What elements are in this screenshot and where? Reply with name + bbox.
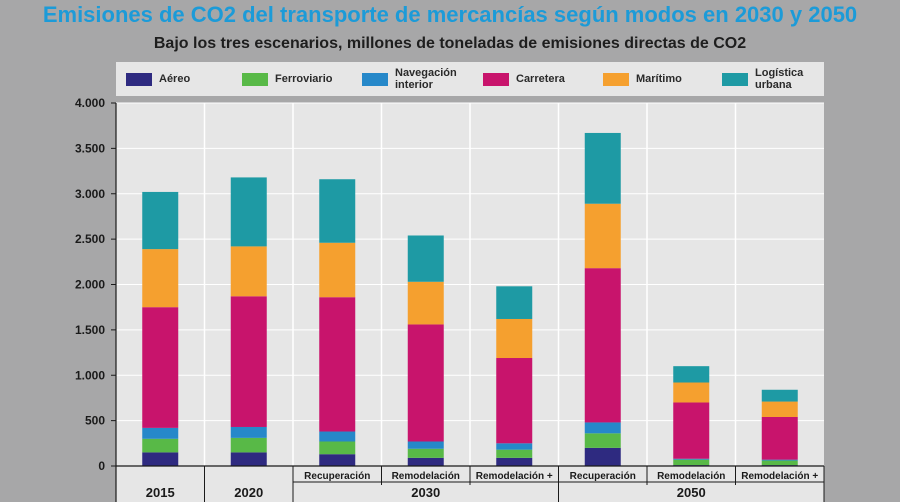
- legend-label: Logística urbana: [755, 67, 804, 91]
- chart-title: Emisiones de CO2 del transporte de merca…: [42, 2, 858, 27]
- y-tick-label: 4.000: [75, 96, 105, 110]
- legend-item-ferroviario: Ferroviario: [242, 62, 332, 96]
- y-tick-label: 3.500: [75, 141, 105, 155]
- bar-segment: [230, 296, 267, 427]
- legend-item-logistica: Logística urbana: [722, 62, 811, 96]
- bar-segment: [761, 416, 798, 460]
- legend-swatch-carretera: [483, 72, 509, 86]
- bar-segment: [142, 427, 179, 439]
- y-tick-label: 1.500: [75, 323, 105, 337]
- bar-segment: [142, 438, 179, 453]
- bar-segment: [584, 433, 621, 448]
- bar-segment: [761, 460, 798, 466]
- bar-segment: [319, 431, 356, 442]
- x-tick-label: Recuperación: [570, 471, 636, 482]
- y-axis: 0 500 1.000 1.500 2.000 2.500 3.000 3.500 4.000: [75, 96, 117, 502]
- bar-segment: [761, 389, 798, 402]
- bar-segment: [230, 246, 267, 297]
- x-axis: 2015 2020 Recuperación Remodelación Remodela…: [116, 465, 825, 502]
- bar-segment: [142, 452, 179, 466]
- x-tick-label: 2020: [234, 485, 263, 500]
- bar-segment: [319, 179, 356, 243]
- bar-segment: [319, 242, 356, 298]
- bar-segment: [230, 426, 267, 438]
- bar-segment: [496, 318, 533, 359]
- legend-item-aereo: Aéreo: [126, 62, 190, 96]
- legend-label: Marítimo: [636, 73, 682, 85]
- bar-segment: [496, 358, 533, 444]
- y-tick-label: 2.000: [75, 278, 105, 292]
- y-tick-label: 2.500: [75, 232, 105, 246]
- bar-segment: [673, 458, 710, 460]
- y-tick-label: 0: [98, 459, 105, 473]
- legend-label: Aéreo: [159, 73, 191, 85]
- x-tick-label: Remodelación: [392, 471, 460, 482]
- bar-segment: [761, 401, 798, 417]
- chart-subtitle: Bajo los tres escenarios, millones de to…: [153, 35, 747, 52]
- bar-segment: [673, 366, 710, 383]
- bar-segment: [142, 307, 179, 428]
- bar-segment: [673, 459, 710, 466]
- legend-label: Navegación interior: [395, 67, 457, 91]
- bar-segment: [584, 132, 621, 204]
- legend-label: Carretera: [516, 73, 565, 85]
- bars: [142, 132, 798, 466]
- bar-segment: [496, 449, 533, 458]
- legend-swatch-navegacion: [362, 72, 388, 86]
- bar-segment: [407, 441, 444, 449]
- y-tick-label: 1.000: [75, 368, 105, 382]
- x-tick-label: 2015: [146, 485, 175, 500]
- bar-segment: [319, 297, 356, 432]
- bar-segment: [584, 203, 621, 269]
- bar-segment: [673, 382, 710, 403]
- bar-segment: [407, 281, 444, 325]
- gridlines: [116, 102, 824, 466]
- y-tick-label: 500: [85, 414, 105, 428]
- bar-segment: [496, 286, 533, 319]
- bar-segment: [407, 235, 444, 282]
- bar-segment: [496, 443, 533, 450]
- bar-segment: [584, 422, 621, 434]
- x-tick-label: Remodelación +: [741, 471, 818, 482]
- bar-segment: [142, 249, 179, 308]
- legend-label: Ferroviario: [275, 73, 333, 85]
- legend: Aéreo Ferroviario Navegación interior Ca…: [116, 62, 824, 96]
- bar-segment: [319, 454, 356, 466]
- bar-segment: [230, 177, 267, 247]
- y-tick-label: 3.000: [75, 187, 105, 201]
- legend-swatch-logistica: [722, 72, 748, 86]
- bar-segment: [584, 447, 621, 466]
- bar-segment: [761, 459, 798, 461]
- legend-swatch-aereo: [126, 72, 152, 86]
- legend-swatch-ferroviario: [242, 72, 268, 86]
- bar-segment: [142, 191, 179, 250]
- legend-item-maritimo: Marítimo: [603, 62, 682, 96]
- bar-segment: [496, 457, 533, 466]
- x-group-label: 2050: [677, 485, 706, 500]
- bar-segment: [407, 324, 444, 442]
- bar-segment: [673, 402, 710, 459]
- x-tick-label: Remodelación +: [476, 471, 553, 482]
- bar-segment: [230, 437, 267, 453]
- legend-swatch-maritimo: [603, 72, 629, 86]
- bar-segment: [407, 448, 444, 458]
- legend-item-navegacion: Navegación interior: [362, 62, 467, 96]
- x-group-label: 2030: [411, 485, 440, 500]
- x-tick-label: Recuperación: [304, 471, 370, 482]
- x-tick-label: Remodelación: [657, 471, 725, 482]
- bar-segment: [230, 452, 267, 466]
- bar-segment: [584, 268, 621, 423]
- bar-segment: [407, 457, 444, 466]
- legend-item-carretera: Carretera: [483, 62, 565, 96]
- bar-segment: [319, 441, 356, 455]
